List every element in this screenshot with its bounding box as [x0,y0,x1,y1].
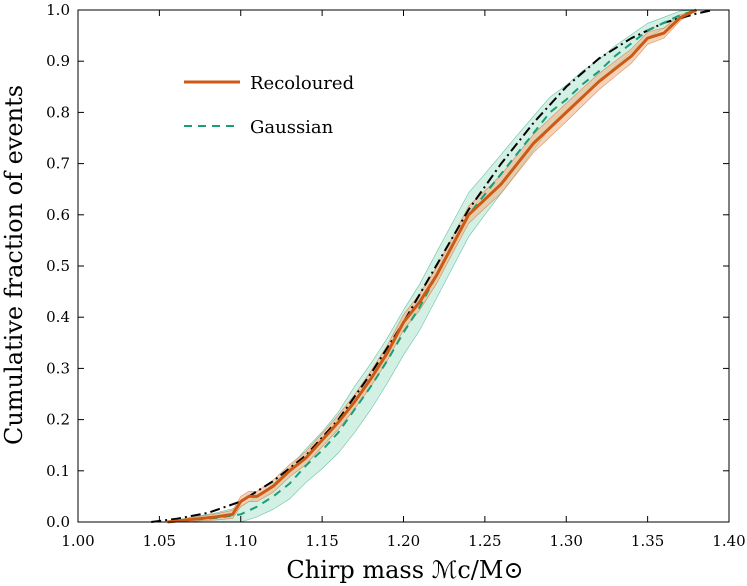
x-tick-label: 1.20 [387,532,420,550]
confidence-bands [167,9,697,523]
y-tick-label: 0.8 [46,103,70,121]
legend-label-gaussian: Gaussian [250,117,334,138]
plot-frame [77,9,730,523]
y-tick-label: 0.2 [46,411,70,429]
x-tick-label: 1.25 [468,532,501,550]
y-tick-label: 0.0 [46,513,70,531]
band-gaussian [167,9,697,523]
x-tick-label: 1.40 [712,532,745,550]
series-line-gaussian [167,9,697,523]
y-axis-title: Cumulative fraction of events [0,85,28,445]
legend: Recoloured Gaussian [184,73,354,138]
x-tick-label: 1.05 [143,532,176,550]
y-tick-label: 0.1 [46,462,70,480]
legend-label-recoloured: Recoloured [250,73,354,94]
x-tick-label: 1.35 [631,532,664,550]
y-tick-label: 1.0 [46,1,70,19]
y-tick-label: 0.7 [46,155,70,173]
series-line-reference [151,9,713,523]
series-line-recoloured [167,8,698,524]
series-lines [151,8,713,524]
x-tick-label: 1.10 [224,532,257,550]
x-tick-label: 1.15 [305,532,338,550]
x-tick-label: 1.00 [61,532,94,550]
x-axis-title: Chirp mass ℳc/M⊙ [286,556,523,584]
y-tick-label: 0.4 [46,308,70,326]
x-tick-label: 1.30 [550,532,583,550]
y-tick-label: 0.6 [46,206,70,224]
y-tick-label: 0.9 [46,52,70,70]
axis-ticks: 1.00 1.05 1.10 1.15 1.20 1.25 1.30 1.35 1.40 0.0 0… [46,1,746,550]
y-tick-label: 0.5 [46,257,70,275]
y-tick-label: 0.3 [46,359,70,377]
